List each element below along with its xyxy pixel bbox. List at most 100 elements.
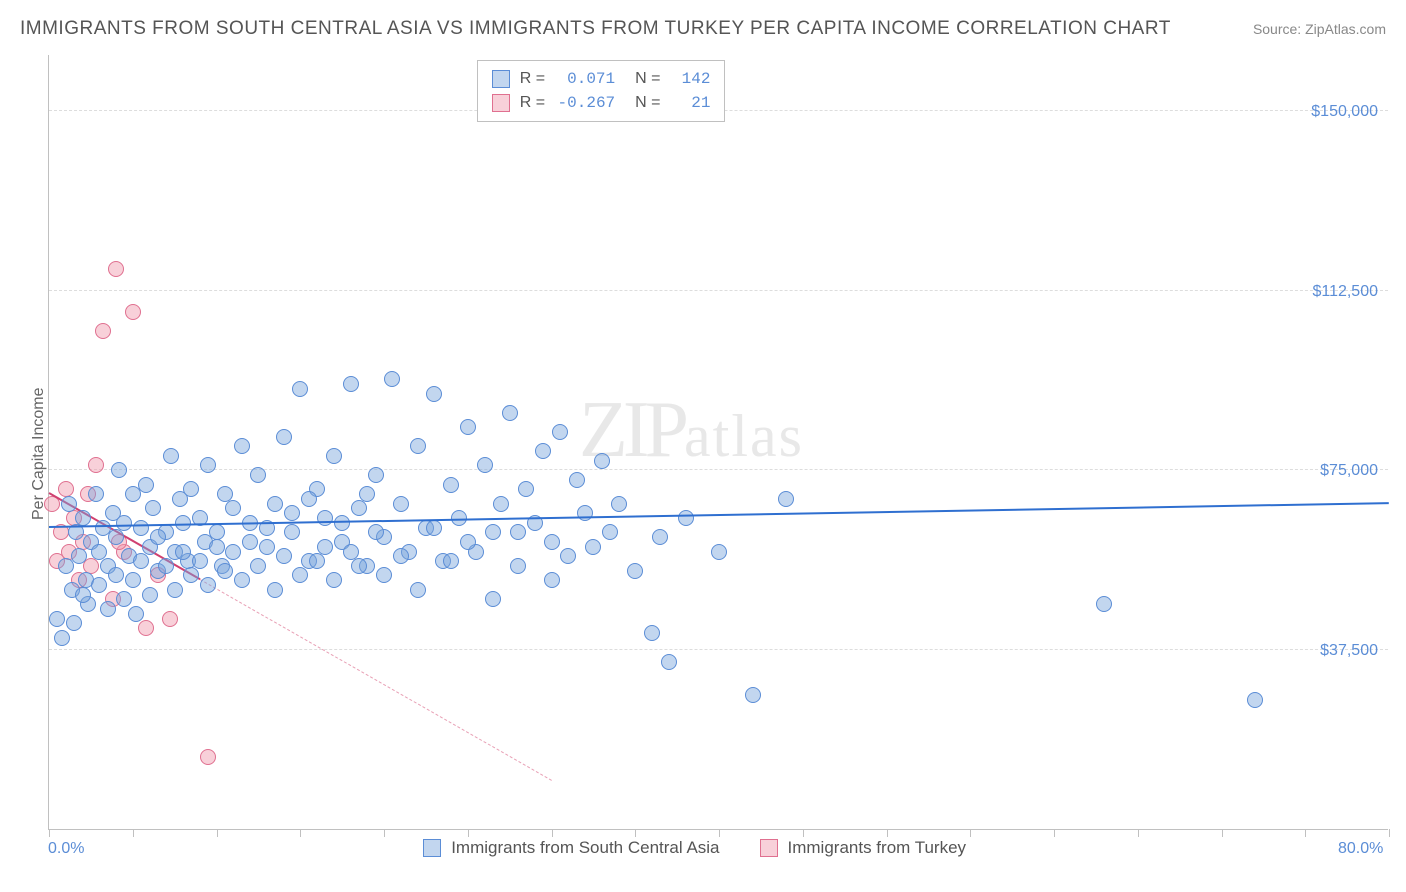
scatter-point — [163, 448, 179, 464]
x-tick — [1054, 829, 1055, 837]
stats-box: R =0.071N =142R =-0.267N =21 — [477, 60, 726, 122]
scatter-point — [1247, 692, 1263, 708]
scatter-point — [678, 510, 694, 526]
y-tick-label: $112,500 — [1312, 283, 1378, 301]
scatter-point — [128, 606, 144, 622]
scatter-point — [225, 500, 241, 516]
scatter-point — [460, 419, 476, 435]
scatter-point — [234, 438, 250, 454]
scatter-point — [393, 548, 409, 564]
scatter-point — [162, 611, 178, 627]
scatter-point — [209, 539, 225, 555]
scatter-point — [108, 567, 124, 583]
scatter-point — [376, 567, 392, 583]
scatter-point — [292, 567, 308, 583]
x-tick — [133, 829, 134, 837]
scatter-point — [351, 500, 367, 516]
scatter-point — [284, 524, 300, 540]
scatter-point — [611, 496, 627, 512]
scatter-point — [125, 304, 141, 320]
scatter-point — [142, 587, 158, 603]
scatter-point — [778, 491, 794, 507]
y-tick-label: $150,000 — [1311, 103, 1378, 121]
scatter-point — [544, 572, 560, 588]
x-tick — [1222, 829, 1223, 837]
scatter-point — [359, 486, 375, 502]
scatter-point — [535, 443, 551, 459]
scatter-point — [284, 505, 300, 521]
scatter-point — [460, 534, 476, 550]
x-tick — [1138, 829, 1139, 837]
scatter-point — [351, 558, 367, 574]
scatter-point — [661, 654, 677, 670]
x-tick — [217, 829, 218, 837]
scatter-point — [317, 539, 333, 555]
scatter-point — [477, 457, 493, 473]
stats-row: R =0.071N =142 — [492, 67, 711, 91]
legend-swatch — [492, 70, 510, 88]
y-tick-label: $75,000 — [1320, 462, 1378, 480]
scatter-point — [745, 687, 761, 703]
trend-line — [200, 579, 552, 781]
scatter-point — [276, 548, 292, 564]
scatter-point — [75, 510, 91, 526]
scatter-point — [267, 496, 283, 512]
scatter-point — [510, 524, 526, 540]
scatter-point — [91, 577, 107, 593]
gridline — [49, 290, 1388, 291]
chart-title: IMMIGRANTS FROM SOUTH CENTRAL ASIA VS IM… — [20, 18, 1171, 40]
scatter-point — [326, 448, 342, 464]
legend-swatch — [760, 839, 778, 857]
scatter-point — [88, 457, 104, 473]
x-tick — [49, 829, 50, 837]
scatter-point — [49, 611, 65, 627]
scatter-point — [158, 558, 174, 574]
scatter-point — [426, 520, 442, 536]
scatter-point — [569, 472, 585, 488]
scatter-point — [410, 582, 426, 598]
scatter-point — [585, 539, 601, 555]
scatter-point — [443, 553, 459, 569]
x-tick — [635, 829, 636, 837]
source-label: Source: ZipAtlas.com — [1253, 21, 1386, 37]
gridline — [49, 469, 1388, 470]
scatter-point — [343, 376, 359, 392]
scatter-point — [627, 563, 643, 579]
scatter-point — [111, 462, 127, 478]
scatter-point — [326, 572, 342, 588]
scatter-point — [183, 481, 199, 497]
scatter-point — [518, 481, 534, 497]
scatter-point — [116, 515, 132, 531]
scatter-point — [150, 529, 166, 545]
x-tick — [300, 829, 301, 837]
scatter-point — [426, 386, 442, 402]
scatter-point — [443, 477, 459, 493]
scatter-point — [368, 467, 384, 483]
scatter-point — [200, 457, 216, 473]
x-tick — [803, 829, 804, 837]
scatter-point — [167, 582, 183, 598]
scatter-point — [125, 572, 141, 588]
scatter-point — [54, 630, 70, 646]
legend-swatch — [492, 94, 510, 112]
x-tick — [719, 829, 720, 837]
scatter-point — [711, 544, 727, 560]
scatter-point — [145, 500, 161, 516]
scatter-point — [61, 496, 77, 512]
scatter-point — [133, 520, 149, 536]
scatter-point — [138, 620, 154, 636]
scatter-point — [510, 558, 526, 574]
scatter-point — [242, 534, 258, 550]
x-tick — [384, 829, 385, 837]
scatter-point — [493, 496, 509, 512]
scatter-point — [138, 477, 154, 493]
x-axis-tick-label: 0.0% — [48, 840, 84, 858]
x-tick — [1305, 829, 1306, 837]
scatter-point — [368, 524, 384, 540]
scatter-point — [71, 548, 87, 564]
scatter-point — [1096, 596, 1112, 612]
chart-plot-area: ZIPatlas $37,500$75,000$112,500$150,000 — [48, 55, 1388, 830]
scatter-point — [175, 544, 191, 560]
scatter-point — [250, 558, 266, 574]
scatter-point — [602, 524, 618, 540]
